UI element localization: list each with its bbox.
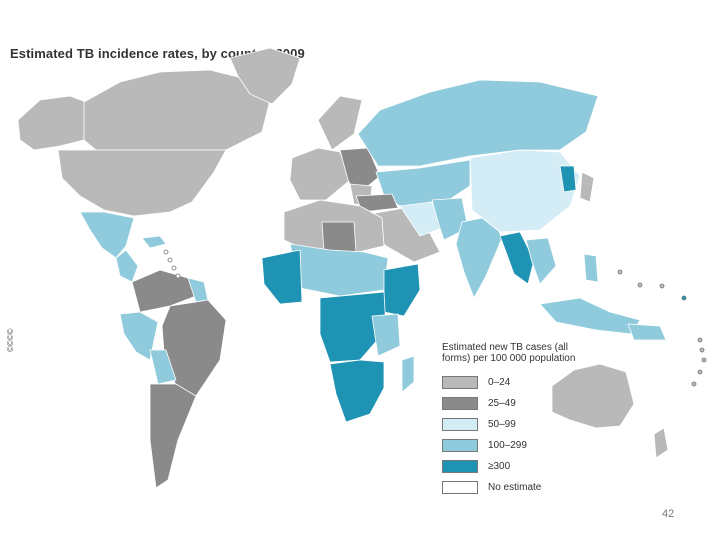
region-indochina (525, 237, 557, 285)
legend-item: ≥300 (442, 456, 592, 477)
region-madagascar (401, 355, 415, 393)
legend-label: 100–299 (488, 440, 527, 451)
region-bolivia (149, 349, 177, 385)
region-china-mongolia (469, 149, 581, 233)
region-philippines (583, 253, 599, 283)
legend-label: 0–24 (488, 377, 511, 388)
region-russia (357, 79, 599, 167)
region-indonesia (539, 297, 641, 335)
region-mexico (79, 211, 135, 259)
island-marker (681, 295, 687, 301)
region-western-europe (289, 147, 351, 201)
legend-item: 25–49 (442, 393, 592, 414)
region-alaska (17, 95, 87, 151)
region-scandinavia (317, 95, 363, 151)
island-marker (617, 269, 623, 275)
legend-swatch (442, 376, 478, 389)
legend-item: 100–299 (442, 435, 592, 456)
legend-title: Estimated new TB cases (all forms) per 1… (442, 342, 576, 364)
island-marker (697, 337, 703, 343)
legend-list: 0–24 25–49 50–99 100–299 ≥300 No estimat… (442, 372, 592, 498)
legend-label: 50–99 (488, 419, 516, 430)
region-japan (579, 171, 595, 203)
region-peru-ecuador (119, 311, 159, 361)
island-marker (171, 265, 177, 271)
island-marker (175, 273, 181, 279)
page-number: 42 (662, 508, 675, 520)
legend-swatch (442, 481, 478, 494)
region-brazil (161, 299, 227, 397)
island-marker (699, 347, 705, 353)
island-marker (167, 257, 173, 263)
legend-swatch (442, 397, 478, 410)
legend-swatch (442, 439, 478, 452)
legend-item: 0–24 (442, 372, 592, 393)
island-marker (691, 381, 697, 387)
island-marker (659, 283, 665, 289)
region-west-africa (261, 249, 303, 305)
region-usa (57, 149, 227, 217)
map-title: Estimated TB incidence rates, by country… (10, 46, 305, 61)
region-southeast-asia (499, 231, 535, 285)
island-marker (701, 357, 707, 363)
region-afghanistan-pakistan (431, 197, 469, 241)
island-marker (637, 282, 643, 288)
legend-item: 50–99 (442, 414, 592, 435)
legend-item: No estimate (442, 477, 592, 498)
region-libya (321, 221, 357, 253)
region-east-africa (371, 313, 401, 357)
region-greenland (229, 47, 301, 105)
region-korea-japan (559, 165, 577, 193)
side-mark: ©©©© (6, 328, 15, 352)
island-marker (163, 249, 169, 255)
region-sahel (289, 243, 389, 297)
legend-label: No estimate (488, 482, 542, 493)
region-caribbean (141, 235, 167, 249)
region-southern-cone (149, 383, 197, 489)
region-central-america (115, 249, 139, 283)
legend: Estimated new TB cases (all forms) per 1… (442, 342, 592, 498)
legend-label: ≥300 (488, 461, 511, 472)
legend-swatch (442, 460, 478, 473)
region-new-zealand (653, 427, 669, 459)
legend-label: 25–49 (488, 398, 516, 409)
region-papua (627, 323, 667, 341)
region-horn-africa (383, 263, 421, 317)
island-marker (697, 369, 703, 375)
region-australia (551, 363, 635, 429)
region-southern-africa (329, 359, 385, 423)
legend-swatch (442, 418, 478, 431)
